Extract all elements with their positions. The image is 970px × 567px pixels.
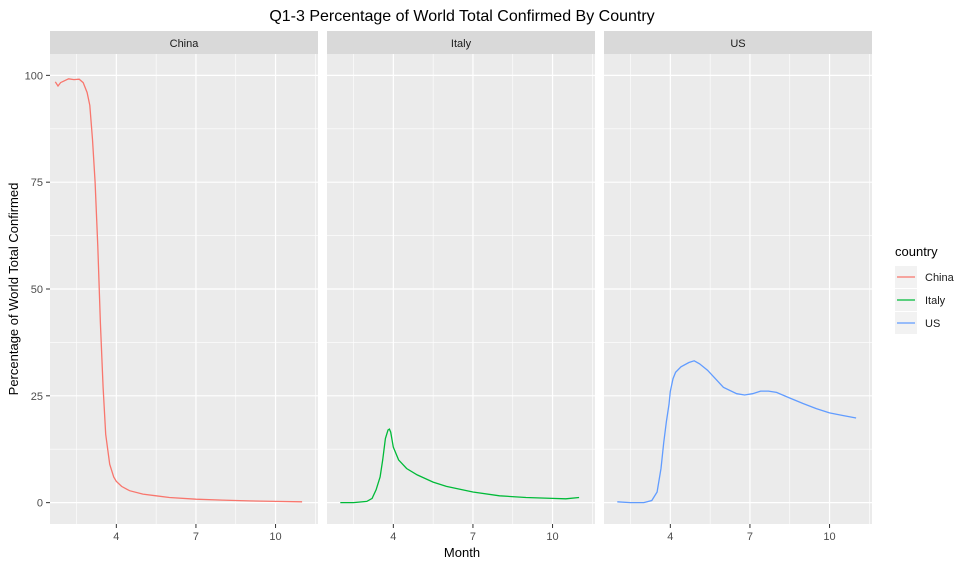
y-axis-label: Percentage of World Total Confirmed — [6, 183, 21, 396]
x-tick-label: 4 — [113, 531, 119, 543]
facet-label: Italy — [451, 38, 472, 50]
x-tick-label: 4 — [667, 531, 673, 543]
x-tick-label: 10 — [269, 531, 281, 543]
x-tick-label: 7 — [747, 531, 753, 543]
facet-strip — [50, 31, 318, 54]
x-tick-label: 7 — [470, 531, 476, 543]
series-line-china — [54, 78, 303, 503]
series-line-italy — [340, 428, 580, 504]
panels-group: China 4 7 10 Italy 4 7 10 US 4 7 10 — [50, 31, 872, 543]
y-tick-label: 75 — [31, 177, 43, 189]
y-tick-label: 25 — [31, 391, 43, 403]
x-axis-label: Month — [444, 545, 480, 560]
y-tick-label: 50 — [31, 284, 43, 296]
series-line-us — [617, 360, 857, 504]
x-tick-label: 7 — [193, 531, 199, 543]
panel-us: US 4 7 10 — [604, 31, 872, 543]
legend: country China Italy US — [895, 244, 955, 334]
legend-label: Italy — [925, 295, 946, 307]
legend-title: country — [895, 244, 938, 259]
legend-label: US — [925, 318, 940, 330]
y-tick-label: 100 — [25, 70, 43, 82]
facet-strip — [327, 31, 595, 54]
y-axis: 0 25 50 75 100 — [25, 70, 50, 510]
facet-label: US — [730, 38, 745, 50]
x-tick-label: 10 — [546, 531, 558, 543]
panel-china: China 4 7 10 — [50, 31, 318, 543]
x-tick-label: 4 — [390, 531, 396, 543]
chart-title: Q1-3 Percentage of World Total Confirmed… — [269, 8, 654, 25]
x-tick-label: 10 — [823, 531, 835, 543]
legend-label: China — [925, 272, 955, 284]
panel-italy: Italy 4 7 10 — [327, 31, 595, 543]
facet-strip — [604, 31, 872, 54]
y-tick-label: 0 — [37, 498, 43, 510]
facet-label: China — [170, 38, 200, 50]
